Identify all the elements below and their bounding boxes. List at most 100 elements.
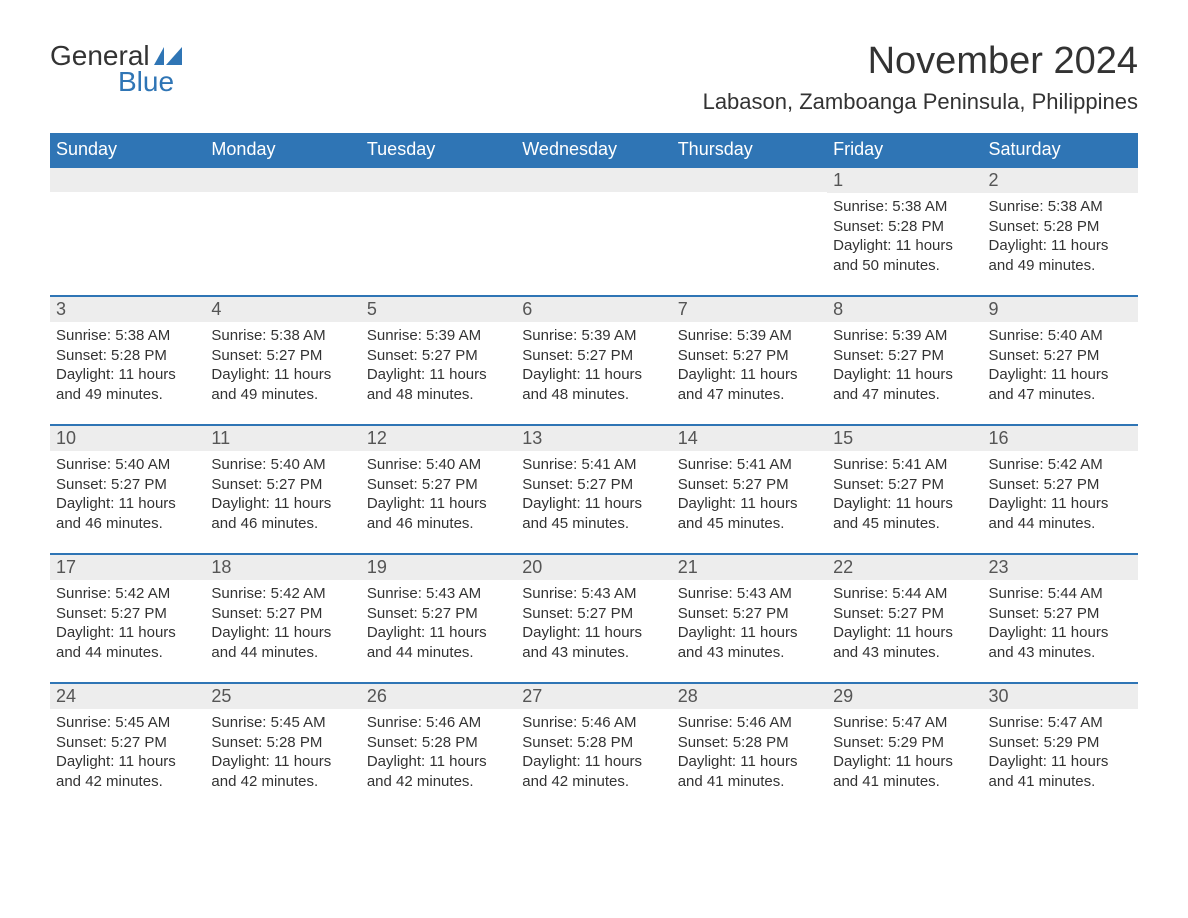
sunset-text: Sunset: 5:29 PM xyxy=(989,733,1132,753)
day-number: 7 xyxy=(672,297,827,322)
sunset-text: Sunset: 5:27 PM xyxy=(211,475,354,495)
daylight-text: Daylight: 11 hours and 49 minutes. xyxy=(56,365,199,404)
day-cell: 19 Sunrise: 5:43 AMSunset: 5:27 PMDayligh… xyxy=(361,554,516,683)
sunrise-text: Sunrise: 5:40 AM xyxy=(56,455,199,475)
day-body: Sunrise: 5:39 AMSunset: 5:27 PMDaylight:… xyxy=(516,322,671,424)
sunrise-text: Sunrise: 5:41 AM xyxy=(678,455,821,475)
sunset-text: Sunset: 5:27 PM xyxy=(367,604,510,624)
sunrise-text: Sunrise: 5:38 AM xyxy=(833,197,976,217)
day-body: Sunrise: 5:47 AMSunset: 5:29 PMDaylight:… xyxy=(983,709,1138,811)
day-cell: 26Sunrise: 5:46 AMSunset: 5:28 PMDayligh… xyxy=(361,683,516,811)
day-body: Sunrise: 5:43 AMSunset: 5:27 PMDaylight:… xyxy=(516,580,671,682)
sunrise-text: Sunrise: 5:42 AM xyxy=(989,455,1132,475)
calendar-body: 1Sunrise: 5:38 AMSunset: 5:28 PMDaylight… xyxy=(50,167,1138,811)
logo: General Blue xyxy=(50,40,182,98)
sunset-text: Sunset: 5:29 PM xyxy=(833,733,976,753)
day-number: 27 xyxy=(516,684,671,709)
day-number: 28 xyxy=(672,684,827,709)
sunset-text: Sunset: 5:27 PM xyxy=(678,604,821,624)
day-number: 19 xyxy=(361,555,516,580)
logo-text-blue: Blue xyxy=(118,66,174,98)
day-body: Sunrise: 5:38 AMSunset: 5:28 PMDaylight:… xyxy=(827,193,982,295)
day-cell: 22Sunrise: 5:44 AMSunset: 5:27 PMDayligh… xyxy=(827,554,982,683)
sunrise-text: Sunrise: 5:43 AM xyxy=(367,584,510,604)
day-body: Sunrise: 5:42 AMSunset: 5:27 PMDaylight:… xyxy=(205,580,360,682)
sunset-text: Sunset: 5:28 PM xyxy=(678,733,821,753)
sunrise-text: Sunrise: 5:39 AM xyxy=(833,326,976,346)
day-body: Sunrise: 5:38 AMSunset: 5:27 PMDaylight:… xyxy=(205,322,360,424)
day-body xyxy=(205,192,360,282)
day-number: 10 xyxy=(50,426,205,451)
daylight-text: Daylight: 11 hours and 44 minutes. xyxy=(367,623,510,662)
sail-icon xyxy=(154,47,182,65)
day-cell: 5Sunrise: 5:39 AMSunset: 5:27 PMDaylight… xyxy=(361,296,516,425)
day-number: 18 xyxy=(205,555,360,580)
day-cell: 14Sunrise: 5:41 AMSunset: 5:27 PMDayligh… xyxy=(672,425,827,554)
daylight-text: Daylight: 11 hours and 42 minutes. xyxy=(56,752,199,791)
sunset-text: Sunset: 5:27 PM xyxy=(989,346,1132,366)
day-cell: 24Sunrise: 5:45 AMSunset: 5:27 PMDayligh… xyxy=(50,683,205,811)
day-number: 6 xyxy=(516,297,671,322)
daylight-text: Daylight: 11 hours and 42 minutes. xyxy=(211,752,354,791)
daylight-text: Daylight: 11 hours and 43 minutes. xyxy=(833,623,976,662)
day-cell xyxy=(672,167,827,296)
day-body: Sunrise: 5:38 AMSunset: 5:28 PMDaylight:… xyxy=(983,193,1138,295)
daylight-text: Daylight: 11 hours and 45 minutes. xyxy=(833,494,976,533)
sunrise-text: Sunrise: 5:44 AM xyxy=(833,584,976,604)
day-cell: 11Sunrise: 5:40 AMSunset: 5:27 PMDayligh… xyxy=(205,425,360,554)
sunrise-text: Sunrise: 5:40 AM xyxy=(211,455,354,475)
daylight-text: Daylight: 11 hours and 48 minutes. xyxy=(522,365,665,404)
daylight-text: Daylight: 11 hours and 43 minutes. xyxy=(989,623,1132,662)
day-body: Sunrise: 5:46 AMSunset: 5:28 PMDaylight:… xyxy=(516,709,671,811)
daylight-text: Daylight: 11 hours and 46 minutes. xyxy=(56,494,199,533)
day-cell xyxy=(516,167,671,296)
day-number: 1 xyxy=(827,168,982,193)
sunset-text: Sunset: 5:27 PM xyxy=(367,475,510,495)
sunrise-text: Sunrise: 5:42 AM xyxy=(56,584,199,604)
dayname-row: SundayMondayTuesdayWednesdayThursdayFrid… xyxy=(50,133,1138,167)
sunset-text: Sunset: 5:28 PM xyxy=(211,733,354,753)
sunset-text: Sunset: 5:27 PM xyxy=(56,475,199,495)
day-body: Sunrise: 5:38 AMSunset: 5:28 PMDaylight:… xyxy=(50,322,205,424)
week-row: 3Sunrise: 5:38 AMSunset: 5:28 PMDaylight… xyxy=(50,296,1138,425)
sunrise-text: Sunrise: 5:40 AM xyxy=(989,326,1132,346)
sunrise-text: Sunrise: 5:46 AM xyxy=(678,713,821,733)
day-number: 15 xyxy=(827,426,982,451)
sunset-text: Sunset: 5:27 PM xyxy=(989,475,1132,495)
day-body: Sunrise: 5:39 AMSunset: 5:27 PMDaylight:… xyxy=(361,322,516,424)
day-number: 16 xyxy=(983,426,1138,451)
daylight-text: Daylight: 11 hours and 45 minutes. xyxy=(522,494,665,533)
week-row: 24Sunrise: 5:45 AMSunset: 5:27 PMDayligh… xyxy=(50,683,1138,811)
day-cell: 28Sunrise: 5:46 AMSunset: 5:28 PMDayligh… xyxy=(672,683,827,811)
day-number: 26 xyxy=(361,684,516,709)
sunset-text: Sunset: 5:27 PM xyxy=(211,346,354,366)
daylight-text: Daylight: 11 hours and 46 minutes. xyxy=(211,494,354,533)
sunrise-text: Sunrise: 5:42 AM xyxy=(211,584,354,604)
sunset-text: Sunset: 5:27 PM xyxy=(367,346,510,366)
sunrise-text: Sunrise: 5:45 AM xyxy=(211,713,354,733)
sunset-text: Sunset: 5:27 PM xyxy=(522,346,665,366)
daylight-text: Daylight: 11 hours and 41 minutes. xyxy=(833,752,976,791)
day-body: Sunrise: 5:44 AMSunset: 5:27 PMDaylight:… xyxy=(827,580,982,682)
sunset-text: Sunset: 5:27 PM xyxy=(833,346,976,366)
day-cell: 4Sunrise: 5:38 AMSunset: 5:27 PMDaylight… xyxy=(205,296,360,425)
day-number: 9 xyxy=(983,297,1138,322)
day-number xyxy=(516,168,671,192)
daylight-text: Daylight: 11 hours and 44 minutes. xyxy=(56,623,199,662)
sunrise-text: Sunrise: 5:47 AM xyxy=(989,713,1132,733)
dayname-header: Saturday xyxy=(983,133,1138,167)
day-cell xyxy=(205,167,360,296)
day-number: 8 xyxy=(827,297,982,322)
dayname-header: Monday xyxy=(205,133,360,167)
day-number: 23 xyxy=(983,555,1138,580)
sunrise-text: Sunrise: 5:44 AM xyxy=(989,584,1132,604)
day-body: Sunrise: 5:47 AMSunset: 5:29 PMDaylight:… xyxy=(827,709,982,811)
sunrise-text: Sunrise: 5:46 AM xyxy=(367,713,510,733)
day-cell: 27Sunrise: 5:46 AMSunset: 5:28 PMDayligh… xyxy=(516,683,671,811)
sunrise-text: Sunrise: 5:39 AM xyxy=(367,326,510,346)
day-cell: 7Sunrise: 5:39 AMSunset: 5:27 PMDaylight… xyxy=(672,296,827,425)
day-body: Sunrise: 5:42 AMSunset: 5:27 PMDaylight:… xyxy=(50,580,205,682)
day-cell: 23Sunrise: 5:44 AMSunset: 5:27 PMDayligh… xyxy=(983,554,1138,683)
dayname-header: Friday xyxy=(827,133,982,167)
daylight-text: Daylight: 11 hours and 49 minutes. xyxy=(989,236,1132,275)
